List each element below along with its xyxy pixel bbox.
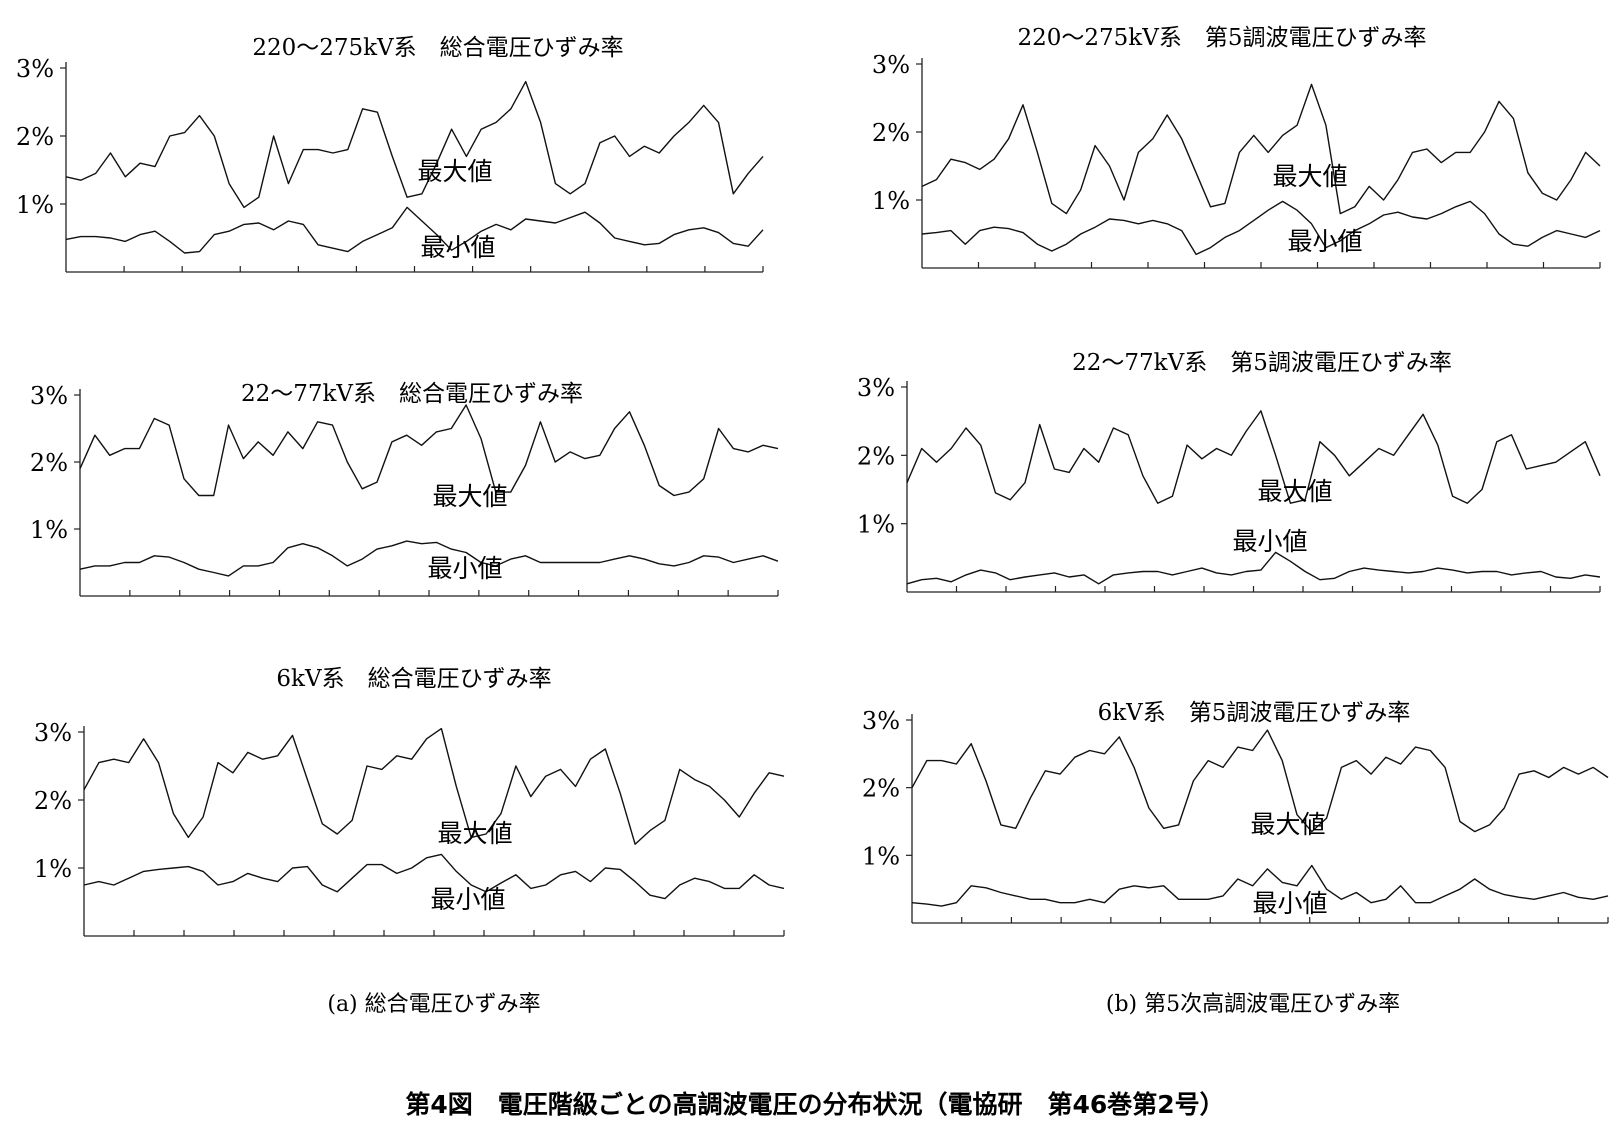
series-line-max — [83, 727, 785, 845]
series-line-min — [65, 206, 764, 254]
y-tick-label: 1% — [857, 511, 895, 539]
series-label-max: 最大値 — [1250, 810, 1325, 839]
caption-a: (a) 総合電圧ひずみ率 — [327, 992, 540, 1017]
chart-title: 6kV系 総合電圧ひずみ率 — [276, 666, 551, 692]
y-tick-label: 2% — [857, 442, 895, 470]
y-tick-label: 3% — [862, 707, 900, 735]
y-tick-label: 2% — [862, 775, 900, 803]
series-label-min: 最小値 — [430, 885, 505, 914]
series-label-max: 最大値 — [432, 482, 507, 511]
series-line-min — [83, 853, 785, 900]
series-label-min: 最小値 — [427, 554, 502, 583]
series-label-min: 最小値 — [1252, 889, 1327, 918]
series-label-max: 最大値 — [1257, 477, 1332, 506]
series-line-min — [921, 200, 1601, 256]
series-line-max — [906, 410, 1601, 504]
panels: 220～275kV系 総合電圧ひずみ率1%2%3%最大値最小値220～275kV… — [16, 25, 1609, 937]
series-line-max — [65, 80, 764, 209]
series-label-min: 最小値 — [420, 233, 495, 262]
series-label-max: 最大値 — [417, 157, 492, 186]
y-tick-label: 1% — [16, 191, 54, 219]
series-line-max — [79, 404, 779, 497]
y-tick-label: 2% — [30, 449, 68, 477]
y-tick-label: 2% — [872, 119, 910, 147]
y-tick-label: 1% — [862, 842, 900, 870]
chart-title: 22～77kV系 総合電圧ひずみ率 — [241, 381, 583, 407]
y-tick-label: 3% — [872, 51, 910, 79]
chart-title: 220～275kV系 第5調波電圧ひずみ率 — [1018, 25, 1427, 51]
y-tick-label: 3% — [34, 719, 72, 747]
chart-title: 220～275kV系 総合電圧ひずみ率 — [252, 35, 623, 61]
y-tick-label: 1% — [34, 855, 72, 883]
y-tick-label: 2% — [34, 787, 72, 815]
y-tick-label: 3% — [16, 55, 54, 83]
figure-title: 第4図 電圧階級ごとの高調波電圧の分布状況（電協研 第46巻第2号） — [405, 1090, 1224, 1119]
series-label-max: 最大値 — [1272, 162, 1347, 191]
y-tick-label: 3% — [30, 382, 68, 410]
y-tick-label: 1% — [30, 516, 68, 544]
caption-b: (b) 第5次高調波電圧ひずみ率 — [1106, 992, 1400, 1017]
series-line-min — [79, 540, 779, 577]
series-label-min: 最小値 — [1232, 527, 1307, 556]
chart-title: 6kV系 第5調波電圧ひずみ率 — [1098, 700, 1411, 726]
y-tick-label: 1% — [872, 187, 910, 215]
y-tick-label: 2% — [16, 123, 54, 151]
series-line-min — [911, 864, 1609, 907]
chart-title: 22～77kV系 第5調波電圧ひずみ率 — [1072, 350, 1452, 376]
series-label-min: 最小値 — [1287, 227, 1362, 256]
series-line-max — [921, 83, 1601, 215]
y-tick-label: 3% — [857, 374, 895, 402]
series-line-min — [906, 551, 1601, 585]
series-line-max — [911, 729, 1609, 833]
series-label-max: 最大値 — [437, 819, 512, 848]
